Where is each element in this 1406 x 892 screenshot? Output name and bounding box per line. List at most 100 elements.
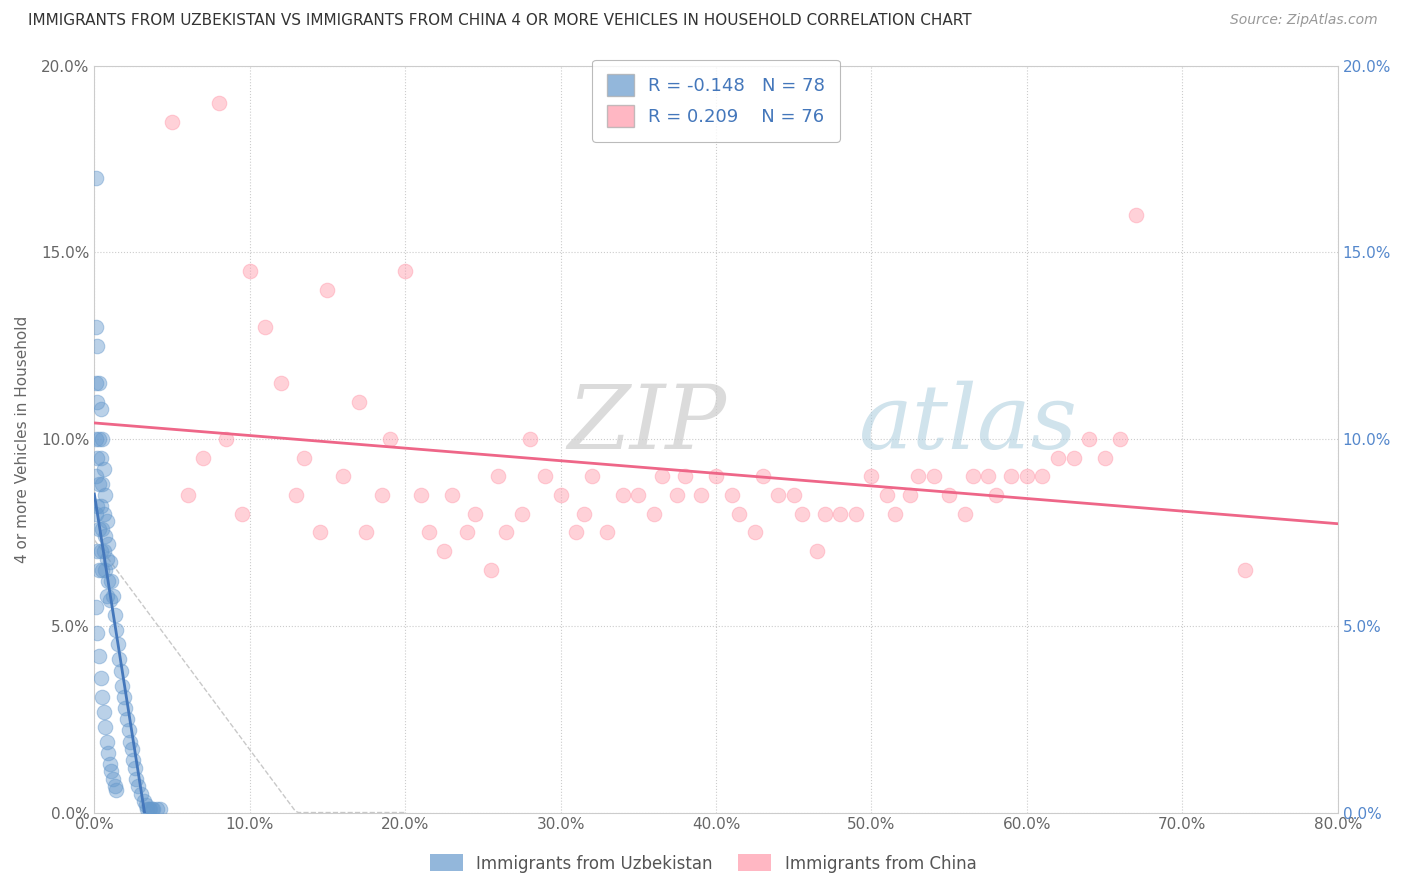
Point [534, 469, 557, 483]
Point [673, 469, 696, 483]
Point [93, 705, 115, 719]
Point [332, 469, 354, 483]
Point [84, 469, 107, 483]
Point [962, 469, 984, 483]
Point [101, 772, 124, 786]
Point [94, 529, 117, 543]
Point [91, 522, 114, 536]
Point [91, 476, 114, 491]
Point [1031, 469, 1053, 483]
Point [830, 507, 852, 521]
Point [1125, 208, 1147, 222]
Point [643, 507, 665, 521]
Point [84, 170, 107, 185]
Point [94, 488, 117, 502]
Point [440, 488, 463, 502]
Point [239, 264, 262, 278]
Point [90, 544, 112, 558]
Point [93, 507, 115, 521]
Point [84, 507, 107, 521]
Point [806, 544, 828, 558]
Point [510, 507, 533, 521]
Point [596, 525, 619, 540]
Point [91, 563, 114, 577]
Point [103, 607, 125, 622]
Point [96, 734, 118, 748]
Point [115, 712, 138, 726]
Point [100, 574, 122, 588]
Point [292, 450, 315, 465]
Point [572, 507, 595, 521]
Point [108, 652, 131, 666]
Point [409, 488, 432, 502]
Point [418, 525, 440, 540]
Point [135, 798, 157, 813]
Point [91, 432, 114, 446]
Point [1000, 469, 1022, 483]
Point [371, 488, 394, 502]
Point [98, 592, 121, 607]
Point [728, 507, 751, 521]
Point [96, 589, 118, 603]
Point [1078, 432, 1101, 446]
Point [105, 783, 128, 797]
Point [550, 488, 572, 502]
Point [90, 671, 112, 685]
Point [86, 626, 108, 640]
Point [114, 701, 136, 715]
Point [96, 551, 118, 566]
Point [136, 802, 159, 816]
Point [145, 802, 167, 816]
Point [191, 450, 214, 465]
Point [464, 507, 486, 521]
Point [98, 756, 121, 771]
Point [84, 600, 107, 615]
Point [149, 802, 172, 816]
Point [86, 339, 108, 353]
Point [651, 469, 673, 483]
Point [922, 469, 945, 483]
Point [814, 507, 837, 521]
Point [176, 488, 198, 502]
Point [111, 679, 134, 693]
Point [907, 469, 929, 483]
Point [285, 488, 308, 502]
Point [101, 589, 124, 603]
Point [378, 432, 401, 446]
Point [107, 638, 129, 652]
Point [125, 772, 148, 786]
Point [94, 563, 117, 577]
Point [87, 432, 110, 446]
Point [488, 469, 510, 483]
Point [612, 488, 634, 502]
Point [87, 648, 110, 663]
Point [122, 753, 145, 767]
Point [790, 507, 813, 521]
Point [84, 320, 107, 334]
Point [84, 376, 107, 390]
Point [953, 507, 976, 521]
Point [495, 525, 517, 540]
Point [138, 802, 160, 816]
Point [86, 450, 108, 465]
Point [90, 500, 112, 514]
Point [105, 623, 128, 637]
Legend: Immigrants from Uzbekistan, Immigrants from China: Immigrants from Uzbekistan, Immigrants f… [423, 847, 983, 880]
Point [316, 283, 339, 297]
Point [98, 555, 121, 569]
Point [704, 469, 727, 483]
Point [160, 114, 183, 128]
Point [744, 525, 766, 540]
Text: atlas: atlas [859, 381, 1078, 467]
Point [84, 432, 107, 446]
Point [565, 525, 588, 540]
Point [142, 802, 165, 816]
Point [215, 432, 238, 446]
Point [93, 544, 115, 558]
Point [86, 394, 108, 409]
Point [96, 514, 118, 528]
Point [456, 525, 478, 540]
Point [1063, 450, 1085, 465]
Y-axis label: 4 or more Vehicles in Household: 4 or more Vehicles in Household [15, 316, 30, 563]
Point [127, 780, 149, 794]
